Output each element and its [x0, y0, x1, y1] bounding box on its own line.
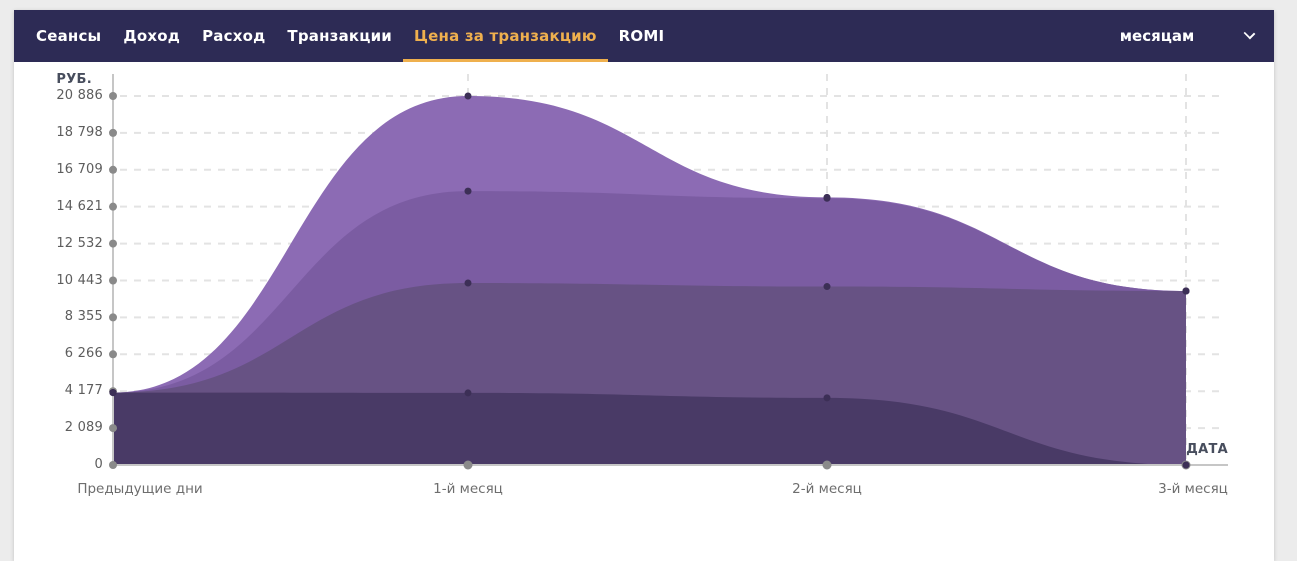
y-axis-tick-dot: [109, 350, 117, 359]
y-tick-label: 18 798: [56, 124, 103, 140]
data-point-marker: [823, 394, 831, 402]
tab-price-per-transaction[interactable]: Цена за транзакцию: [403, 10, 608, 62]
y-axis-tick-dot: [109, 313, 117, 322]
tab-transactions[interactable]: Транзакции: [287, 27, 393, 45]
y-tick-label: 8 355: [64, 309, 103, 325]
y-tick-label: 10 443: [56, 272, 103, 288]
x-axis-tick-dot: [463, 460, 473, 470]
data-point-marker: [464, 92, 472, 100]
period-select-value: месяцам: [1119, 27, 1195, 45]
data-point-marker: [464, 187, 472, 195]
x-tick-label: 2-й месяц: [792, 481, 862, 497]
y-axis-tick-dot: [109, 461, 117, 469]
tab-romi[interactable]: ROMI: [618, 27, 665, 45]
x-axis-tick-dot: [822, 460, 832, 470]
period-select[interactable]: месяцам: [1052, 10, 1262, 62]
tab-bar: Сеансы Доход Расход Транзакции Цена за транз…: [14, 10, 1274, 62]
x-tick-label: Предыдущие дни: [77, 481, 203, 497]
tab-revenue[interactable]: Доход: [123, 27, 181, 45]
x-tick-label: 3-й месяц: [1158, 481, 1228, 497]
y-tick-label: 0: [94, 457, 103, 472]
data-point-marker: [823, 283, 831, 291]
data-point-marker: [464, 389, 472, 397]
y-axis-tick-dot: [109, 128, 117, 137]
data-point-marker: [1182, 287, 1190, 295]
y-tick-label: 6 266: [64, 346, 103, 362]
y-tick-label: 2 089: [64, 420, 103, 436]
tab-expense[interactable]: Расход: [202, 27, 266, 45]
data-point-marker: [1182, 461, 1190, 469]
x-axis-title: ДАТА: [1186, 442, 1228, 457]
y-tick-label: 16 709: [56, 161, 103, 177]
y-axis-tick-dot: [109, 276, 117, 285]
data-point-marker: [823, 194, 831, 202]
y-axis-tick-dot: [109, 165, 117, 174]
y-tick-label: 12 532: [56, 235, 103, 251]
x-tick-label: 1-й месяц: [433, 481, 503, 497]
y-tick-label: 14 621: [56, 198, 103, 214]
y-tick-label: 20 886: [56, 88, 103, 103]
tabs-group: Сеансы Доход Расход Транзакции Цена за транз…: [25, 10, 675, 62]
y-axis-tick-dot: [109, 92, 117, 100]
y-axis-tick-dot: [109, 202, 117, 211]
y-axis-tick-dot: [109, 424, 117, 433]
area-series-4: [113, 392, 1186, 465]
data-point-marker: [109, 389, 117, 397]
tab-sessions[interactable]: Сеансы: [36, 27, 102, 45]
y-axis-tick-dot: [109, 239, 117, 248]
y-axis-title: РУБ.: [56, 72, 92, 87]
y-tick-label: 4 177: [64, 383, 103, 399]
data-point-marker: [464, 279, 472, 287]
